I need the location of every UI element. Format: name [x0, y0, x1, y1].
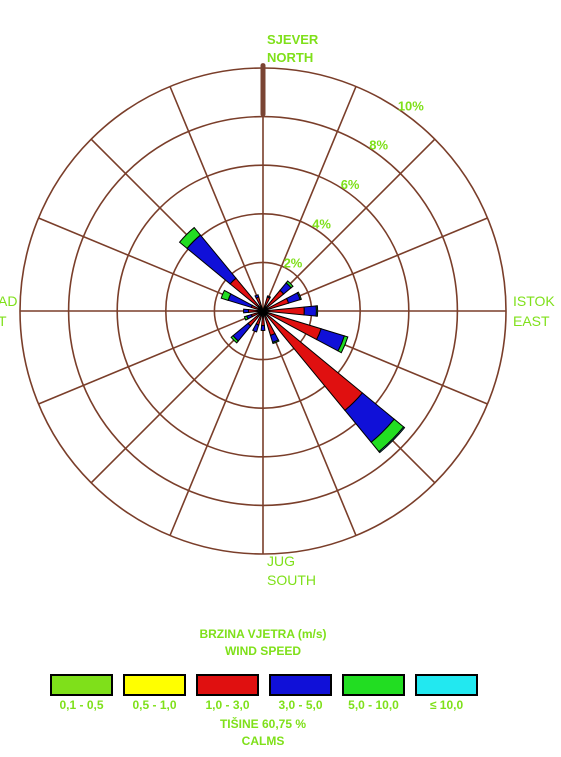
ring-label-10: 10% — [398, 98, 424, 113]
east-label-line1: ISTOK — [513, 293, 555, 309]
legend-swatch-1 — [50, 674, 113, 696]
grid-spoke-NNW — [169, 86, 264, 312]
legend-swatch-2 — [123, 674, 186, 696]
north-label-line1: SJEVER — [267, 32, 319, 47]
south-label-line1: JUG — [267, 553, 295, 569]
legend-swatch-3 — [196, 674, 259, 696]
compass-west-label: AD T — [0, 293, 17, 329]
compass-east-label: ISTOK EAST — [513, 293, 555, 329]
legend-title-line2: WIND SPEED — [225, 644, 301, 658]
legend-label-3: 1,0 - 3,0 — [205, 698, 249, 712]
bar-SE-6 — [378, 426, 406, 454]
legend-label-2: 0,5 - 1,0 — [132, 698, 176, 712]
legend: BRZINA VJETRA (m/s) WIND SPEED 0,1 - 0,5… — [50, 627, 478, 748]
legend-swatch-5 — [342, 674, 405, 696]
bar-E-5 — [315, 305, 319, 317]
grid-spoke-SSW — [169, 310, 264, 536]
legend-swatch-6 — [415, 674, 478, 696]
ring-label-2: 2% — [284, 256, 303, 271]
legend-swatch-4 — [269, 674, 332, 696]
bar-WSW-5 — [243, 315, 249, 321]
ring-labels: 2% 4% 6% 8% 10% — [284, 98, 425, 270]
ring-label-4: 4% — [312, 216, 331, 231]
west-label-line1: AD — [0, 293, 17, 309]
bar-W-4 — [243, 308, 250, 314]
legend-label-1: 0,1 - 0,5 — [59, 698, 103, 712]
bar-SSE-5 — [271, 339, 280, 345]
grid-spoke-WSW — [38, 310, 264, 405]
legend-label-6: ≤ 10,0 — [430, 698, 464, 712]
east-label-line2: EAST — [513, 313, 550, 329]
legend-title-line1: BRZINA VJETRA (m/s) — [199, 627, 326, 641]
compass-south-label: JUG SOUTH — [267, 553, 316, 588]
bar-NW-5 — [178, 226, 202, 250]
bar-NW-4 — [186, 234, 237, 285]
bar-NE-5 — [285, 280, 294, 289]
ring-label-8: 8% — [369, 138, 388, 153]
north-label-line2: NORTH — [267, 50, 313, 65]
bar-NNE-4 — [266, 295, 272, 299]
bar-SW-5 — [230, 335, 239, 344]
compass-north-label: SJEVER NORTH — [267, 32, 319, 65]
west-label-line2: T — [0, 313, 7, 329]
calms-line2: CALMS — [242, 734, 285, 748]
bar-E-4 — [303, 305, 317, 317]
bar-WNW-5 — [220, 289, 232, 301]
grid-spoke-SSE — [262, 310, 357, 536]
ring-label-6: 6% — [341, 177, 360, 192]
grid-spoke-NNE — [262, 86, 357, 312]
legend-label-5: 5,0 - 10,0 — [348, 698, 399, 712]
bar-SSW-4 — [252, 323, 260, 333]
legend-items: 0,1 - 0,5 0,5 - 1,0 1,0 - 3,0 3,0 - 5,0 5,0 … — [50, 674, 478, 712]
polar-grid — [19, 67, 507, 555]
legend-label-4: 3,0 - 5,0 — [278, 698, 322, 712]
bar-ESE-5 — [337, 335, 349, 354]
calms-line1: TIŠINE 60,75 % — [220, 716, 306, 731]
grid-spoke-NE — [262, 138, 436, 312]
wind-bars — [178, 226, 406, 454]
south-label-line2: SOUTH — [267, 572, 316, 588]
bar-NNW-4 — [254, 294, 260, 299]
bar-S-4 — [260, 324, 266, 331]
bar-ENE-5 — [296, 291, 302, 301]
